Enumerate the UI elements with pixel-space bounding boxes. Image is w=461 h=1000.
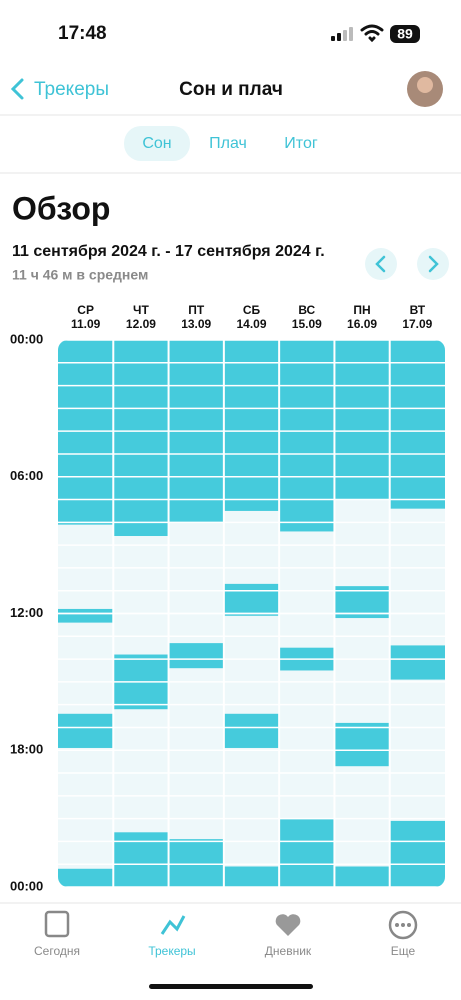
avatar-face <box>417 77 433 93</box>
more-dots <box>395 923 411 927</box>
sleep-bar <box>168 839 224 887</box>
back-button[interactable]: Трекеры <box>34 79 109 100</box>
y-tick-label: 06:00 <box>10 468 43 483</box>
trackers-icon <box>160 915 186 935</box>
tab[interactable]: Сон <box>142 135 171 152</box>
day-label: ЧТ <box>133 303 149 317</box>
today-icon <box>44 910 70 938</box>
y-tick-label: 00:00 <box>10 878 43 893</box>
nav-title: Сон и плач <box>179 79 283 100</box>
y-tick-label: 12:00 <box>10 605 43 620</box>
status-time: 17:48 <box>58 23 107 44</box>
sleep-bar <box>279 340 335 532</box>
sleep-bar <box>279 818 335 887</box>
sleep-bar <box>223 583 280 616</box>
date-label: 14.09 <box>236 317 266 331</box>
sleep-bar <box>113 340 169 537</box>
tabbar-item[interactable]: Еще <box>391 944 416 958</box>
day-label: ПН <box>353 303 370 317</box>
date-label: 16.09 <box>347 317 377 331</box>
sleep-bar <box>334 340 390 500</box>
tabbar-item[interactable]: Сегодня <box>34 944 80 958</box>
tab[interactable]: Итог <box>284 135 318 152</box>
wifi <box>360 24 384 43</box>
y-tick-label: 18:00 <box>10 742 43 757</box>
day-label: СР <box>77 303 94 317</box>
tab[interactable]: Плач <box>209 135 247 152</box>
date-label: 15.09 <box>292 317 322 331</box>
sleep-bar <box>223 340 280 511</box>
tabbar-item[interactable]: Трекеры <box>148 944 195 958</box>
day-label: ВТ <box>410 303 426 317</box>
day-label: ВС <box>298 303 315 317</box>
prev-button[interactable] <box>365 248 397 280</box>
sleep-bar <box>58 608 114 623</box>
heading: Обзор <box>12 190 110 226</box>
diary-icon <box>275 914 301 936</box>
battery-level: 89 <box>397 26 413 42</box>
battery <box>390 25 420 43</box>
date-label: 17.09 <box>402 317 432 331</box>
sleep-bar <box>334 586 390 619</box>
sleep-bar <box>334 722 390 767</box>
home-indicator <box>149 984 313 989</box>
date-range: 11 сентября 2024 г. - 17 сентября 2024 г… <box>12 243 325 260</box>
next-button[interactable] <box>417 248 449 280</box>
sleep-bar <box>113 832 169 887</box>
tabbar-item[interactable]: Дневник <box>265 944 312 958</box>
sleep-bar <box>223 713 280 748</box>
average: 11 ч 46 м в среднем <box>12 267 148 283</box>
sleep-bar <box>58 868 114 887</box>
plot <box>58 340 445 887</box>
next-icon <box>428 255 439 273</box>
sleep-bar <box>389 820 445 887</box>
signal <box>331 27 353 41</box>
y-tick-label: 00:00 <box>10 331 43 346</box>
sleep-bar <box>58 340 114 525</box>
prev-icon <box>375 255 386 273</box>
sleep-bar <box>223 866 280 887</box>
sleep-bar <box>389 340 445 509</box>
back-icon[interactable] <box>10 78 24 100</box>
day-label: СБ <box>243 303 261 317</box>
day-label: ПТ <box>188 303 205 317</box>
sleep-bar <box>168 643 224 669</box>
sleep-bar <box>58 713 114 748</box>
sleep-bar <box>334 866 390 887</box>
date-label: 12.09 <box>126 317 156 331</box>
date-label: 11.09 <box>71 317 101 331</box>
tab-selected-bg <box>124 126 190 161</box>
sleep-bar <box>389 645 445 680</box>
date-label: 13.09 <box>181 317 211 331</box>
more-icon <box>388 910 418 940</box>
